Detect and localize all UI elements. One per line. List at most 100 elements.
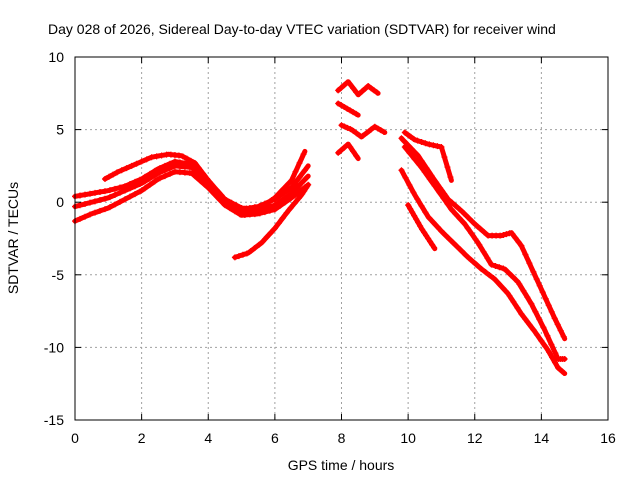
data-point	[438, 228, 445, 235]
data-point	[218, 192, 225, 199]
data-point	[201, 181, 208, 188]
data-point	[111, 201, 118, 208]
data-point	[454, 243, 461, 250]
data-point	[266, 207, 273, 214]
data-point	[441, 154, 448, 161]
data-point	[158, 152, 165, 159]
data-point	[450, 240, 457, 247]
data-point	[267, 229, 274, 236]
data-point	[533, 276, 540, 283]
data-point	[518, 311, 525, 318]
data-point	[444, 164, 451, 171]
data-point	[136, 188, 143, 195]
grid	[75, 57, 608, 420]
data-point	[520, 287, 527, 294]
data-point	[561, 369, 568, 376]
data-point	[430, 142, 437, 149]
data-point	[554, 321, 561, 328]
data-point	[465, 214, 472, 221]
data-point	[446, 236, 453, 243]
data-point	[473, 222, 480, 229]
data-point	[338, 84, 345, 91]
x-tick-label: 16	[600, 430, 616, 446]
data-point	[478, 265, 485, 272]
data-point	[418, 202, 425, 209]
data-point	[508, 272, 515, 279]
data-point	[460, 219, 467, 226]
data-point	[452, 210, 459, 217]
data-point	[151, 178, 158, 185]
data-point	[106, 204, 113, 211]
data-point	[216, 196, 223, 203]
data-point	[101, 175, 108, 182]
x-tick-label: 8	[338, 430, 346, 446]
data-point	[490, 275, 497, 282]
data-point	[300, 151, 307, 158]
data-point	[283, 209, 290, 216]
data-point	[449, 199, 456, 206]
data-point	[296, 181, 303, 188]
data-point	[121, 187, 128, 194]
data-point	[141, 185, 148, 192]
x-axis-label: GPS time / hours	[288, 457, 395, 473]
data-point	[421, 168, 428, 175]
data-point	[183, 155, 190, 162]
data-point	[296, 159, 303, 166]
data-point	[251, 211, 258, 218]
data-point	[273, 193, 280, 200]
data-point	[422, 140, 429, 147]
data-point	[482, 269, 489, 276]
data-point	[118, 167, 125, 174]
data-point	[363, 129, 370, 136]
x-tick-label: 4	[204, 430, 212, 446]
data-point	[469, 218, 476, 225]
data-point	[494, 279, 501, 286]
data-point	[206, 186, 213, 193]
data-point	[477, 225, 484, 232]
data-point	[480, 248, 487, 255]
data-point	[408, 145, 415, 152]
data-point	[530, 268, 537, 275]
data-point	[539, 289, 546, 296]
data-point	[415, 219, 422, 226]
y-tick-label: 0	[56, 194, 64, 210]
data-point	[462, 251, 469, 258]
data-point	[509, 230, 516, 237]
data-point	[410, 189, 417, 196]
data-point	[522, 316, 529, 323]
data-point	[146, 175, 153, 182]
data-point	[418, 138, 425, 145]
data-point	[247, 247, 254, 254]
data-point	[233, 202, 240, 209]
data-series	[72, 79, 568, 376]
data-point	[548, 308, 555, 315]
data-point	[419, 226, 426, 233]
data-point	[514, 304, 521, 311]
data-point	[153, 153, 160, 160]
data-point	[141, 178, 148, 185]
data-point	[76, 215, 83, 222]
data-point	[143, 156, 150, 163]
data-point	[503, 231, 510, 238]
data-point	[506, 230, 513, 237]
data-point	[191, 167, 198, 174]
data-point	[138, 158, 145, 165]
data-point	[263, 200, 270, 207]
data-point	[271, 225, 278, 232]
data-point	[109, 171, 116, 178]
data-point	[532, 308, 539, 315]
data-point	[350, 85, 357, 92]
data-point	[86, 211, 93, 218]
data-point	[166, 170, 173, 177]
data-point	[344, 124, 351, 131]
data-point	[534, 332, 541, 339]
data-point	[504, 268, 511, 275]
data-point	[271, 206, 278, 213]
data-point	[223, 197, 230, 204]
data-point	[496, 264, 503, 271]
data-point	[545, 302, 552, 309]
data-point	[156, 175, 163, 182]
data-point	[552, 359, 559, 366]
data-point	[466, 255, 473, 262]
